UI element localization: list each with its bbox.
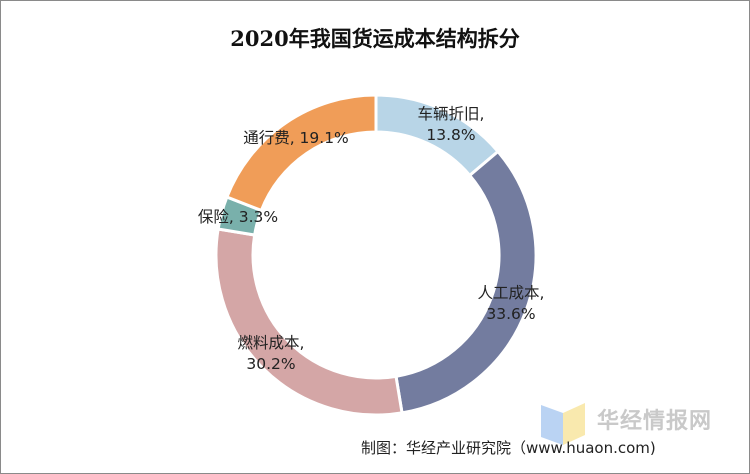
data-label-5: 通行费, 19.1% (243, 129, 349, 147)
watermark-text: 华经情报网 (597, 409, 713, 434)
donut-slice-2 (394, 149, 538, 415)
data-label-3: 燃料成本, 30.2% (238, 334, 305, 373)
data-label-1: 车辆折旧, 13.8% (418, 105, 485, 144)
data-label-4: 保险, 3.3% (198, 208, 278, 226)
donut-slice-3 (214, 227, 404, 417)
source-footer: 制图：华经产业研究院（www.huaon.com) (361, 439, 656, 457)
chart-title: 2020年我国货运成本结构拆分 (230, 26, 520, 51)
watermark-logo-icon (541, 403, 585, 445)
data-label-2: 人工成本, 33.6% (478, 284, 545, 323)
donut-slice-5 (224, 93, 378, 213)
